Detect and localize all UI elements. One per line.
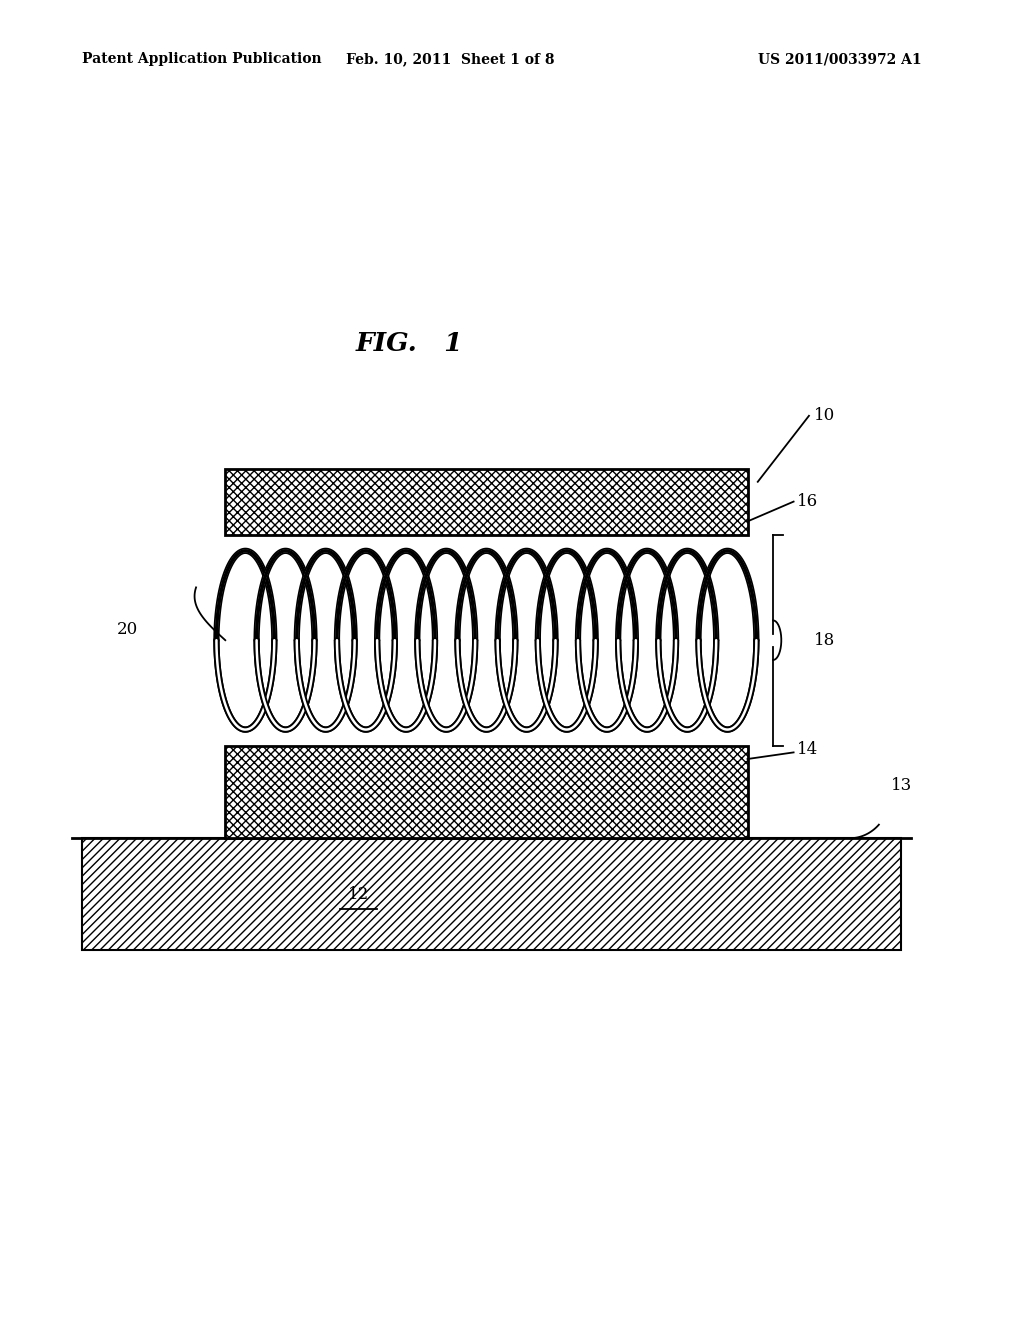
Bar — [225, 469, 748, 535]
Bar — [82, 838, 901, 950]
Text: 10: 10 — [814, 408, 836, 424]
Text: US 2011/0033972 A1: US 2011/0033972 A1 — [758, 53, 922, 66]
Text: 18: 18 — [814, 632, 836, 648]
Text: FIG.   1: FIG. 1 — [356, 331, 463, 355]
Bar — [225, 746, 748, 838]
Text: 14: 14 — [797, 742, 818, 758]
Text: 20: 20 — [117, 622, 138, 638]
Text: Patent Application Publication: Patent Application Publication — [82, 53, 322, 66]
Text: Feb. 10, 2011  Sheet 1 of 8: Feb. 10, 2011 Sheet 1 of 8 — [346, 53, 555, 66]
Text: 12: 12 — [348, 886, 369, 903]
Text: 16: 16 — [797, 494, 818, 510]
Text: 13: 13 — [891, 777, 912, 793]
